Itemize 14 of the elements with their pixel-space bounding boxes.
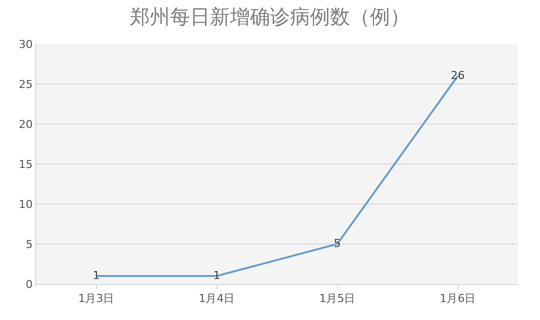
- y-tick-label: 5: [26, 238, 33, 251]
- data-label: 26: [450, 68, 465, 82]
- y-tick-label: 0: [26, 278, 33, 291]
- x-tick-label: 1月3日: [78, 292, 114, 306]
- x-tick-label: 1月6日: [440, 292, 476, 306]
- y-tick-label: 15: [18, 158, 33, 171]
- y-tick-label: 20: [18, 118, 33, 131]
- y-tick-label: 30: [18, 38, 33, 51]
- chart-title: 郑州每日新增确诊病例数（例）: [130, 4, 410, 29]
- x-tick-label: 1月4日: [198, 292, 235, 306]
- data-label: 1: [92, 268, 100, 282]
- y-tick-label: 25: [18, 78, 33, 91]
- y-tick-label: 10: [18, 198, 33, 211]
- x-tick-label: 1月5日: [319, 292, 356, 306]
